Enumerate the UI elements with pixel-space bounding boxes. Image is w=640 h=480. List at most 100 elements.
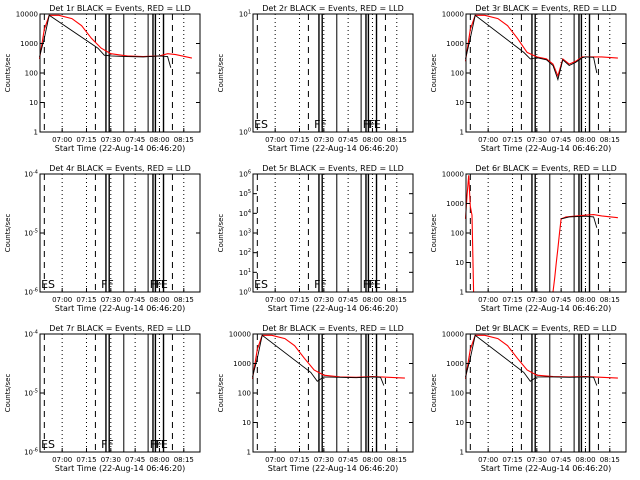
series-events-line (560, 215, 598, 228)
x-tick-label: 07:00 (478, 136, 498, 144)
y-tick-label: 104 (239, 209, 251, 218)
y-axis-label: Counts/sec (430, 214, 438, 253)
panel-title: Det 5r BLACK = Events, RED = LLD (262, 164, 404, 173)
y-tick-label: 10000 (442, 331, 464, 339)
series-lld-line (464, 175, 618, 293)
panel-title: Det 3r BLACK = Events, RED = LLD (475, 4, 617, 13)
y-tick-label: 10-6 (24, 448, 38, 457)
x-tick-label: 07:00 (265, 456, 285, 464)
y-tick-label: 1000 (446, 360, 464, 368)
flag-label: FF (314, 278, 327, 291)
y-tick-label: 10 (455, 419, 464, 427)
flag-label: FF (314, 118, 327, 131)
x-tick-label: 08:15 (600, 136, 620, 144)
y-tick-label: 10-4 (24, 170, 38, 179)
y-tick-label: 1000 (446, 40, 464, 48)
x-tick-label: 08:00 (362, 456, 382, 464)
y-tick-label: 10000 (442, 11, 464, 19)
flag-label: FE (368, 278, 381, 291)
flag-label: FE (155, 438, 168, 451)
y-tick-label: 10 (29, 99, 38, 107)
x-tick-label: 08:15 (600, 296, 620, 304)
x-tick-label: 07:45 (338, 136, 358, 144)
x-tick-label: 07:00 (478, 296, 498, 304)
x-tick-label: 08:00 (575, 296, 595, 304)
x-axis-label: Start Time (22-Aug-14 06:46:20) (481, 304, 612, 313)
panel-title: Det 4r BLACK = Events, RED = LLD (49, 164, 191, 173)
flag-label: ES (41, 438, 55, 451)
y-axis-label: Counts/sec (4, 374, 12, 413)
y-tick-label: 1 (34, 129, 38, 137)
x-tick-label: 08:15 (174, 296, 194, 304)
x-tick-label: 08:15 (600, 456, 620, 464)
x-tick-label: 08:00 (362, 136, 382, 144)
panel-title: Det 8r BLACK = Events, RED = LLD (262, 324, 404, 333)
y-tick-label: 101 (239, 268, 251, 277)
x-tick-label: 08:15 (174, 456, 194, 464)
y-tick-label: 105 (239, 189, 251, 198)
flag-label: FE (368, 118, 381, 131)
x-tick-label: 07:30 (314, 136, 334, 144)
flag-label: FE (155, 278, 168, 291)
y-tick-label: 100 (239, 128, 251, 137)
flag-label: FF (101, 438, 114, 451)
x-tick-label: 07:15 (76, 296, 96, 304)
y-tick-label: 1 (460, 289, 464, 297)
x-axis-label: Start Time (22-Aug-14 06:46:20) (268, 304, 399, 313)
panel-title: Det 7r BLACK = Events, RED = LLD (49, 324, 191, 333)
plot-frame (39, 333, 201, 453)
plot-frame (252, 13, 414, 133)
y-axis-label: Counts/sec (217, 374, 225, 413)
detector-panel: Det 1r BLACK = Events, RED = LLD 1 10 100 10… (4, 4, 201, 153)
x-tick-label: 08:00 (149, 136, 169, 144)
y-axis-label: Counts/sec (217, 214, 225, 253)
y-tick-label: 10-4 (24, 330, 38, 339)
x-tick-label: 07:30 (527, 296, 547, 304)
x-tick-label: 08:00 (149, 456, 169, 464)
detector-panel: Det 6r BLACK = Events, RED = LLD 1 10 100 10… (430, 164, 627, 313)
x-tick-label: 07:00 (478, 456, 498, 464)
y-axis-label: Counts/sec (430, 54, 438, 93)
y-tick-label: 10000 (442, 171, 464, 179)
flag-label: ES (41, 278, 55, 291)
detector-panel: Det 8r BLACK = Events, RED = LLD 1 10 100 10… (217, 324, 414, 473)
y-tick-label: 103 (239, 229, 251, 238)
y-tick-label: 10 (455, 99, 464, 107)
panel-title: Det 1r BLACK = Events, RED = LLD (49, 4, 191, 13)
flag-label: FF (150, 278, 163, 291)
y-tick-label: 10000 (229, 331, 251, 339)
detector-panel: Det 9r BLACK = Events, RED = LLD 1 10 100 10… (430, 324, 627, 473)
x-tick-label: 07:30 (314, 456, 334, 464)
x-axis-label: Start Time (22-Aug-14 06:46:20) (481, 464, 612, 473)
y-tick-label: 10000 (16, 11, 38, 19)
x-tick-label: 07:15 (76, 456, 96, 464)
y-axis-label: Counts/sec (217, 54, 225, 93)
series-events-line (465, 14, 598, 82)
x-tick-label: 07:45 (125, 136, 145, 144)
y-tick-label: 100 (451, 390, 464, 398)
y-tick-label: 1000 (446, 200, 464, 208)
series-events-line (465, 334, 598, 386)
x-tick-label: 07:30 (101, 296, 121, 304)
y-tick-label: 100 (451, 230, 464, 238)
x-tick-label: 07:45 (125, 456, 145, 464)
plot-frame (252, 173, 414, 293)
x-tick-label: 07:15 (502, 136, 522, 144)
y-tick-label: 10 (242, 419, 251, 427)
detector-panel: Det 3r BLACK = Events, RED = LLD 1 10 100 10… (430, 4, 627, 153)
plot-frame (39, 13, 201, 133)
y-tick-label: 1000 (20, 40, 38, 48)
series-events-line (39, 14, 172, 68)
x-tick-label: 07:30 (314, 296, 334, 304)
x-tick-label: 07:45 (551, 296, 571, 304)
x-tick-label: 07:15 (76, 136, 96, 144)
x-tick-label: 07:45 (338, 456, 358, 464)
panel-title: Det 9r BLACK = Events, RED = LLD (475, 324, 617, 333)
x-tick-label: 07:30 (101, 456, 121, 464)
flag-label: ES (254, 118, 268, 131)
plot-frame (252, 333, 414, 453)
y-axis-label: Counts/sec (4, 54, 12, 93)
y-tick-label: 101 (239, 10, 251, 19)
